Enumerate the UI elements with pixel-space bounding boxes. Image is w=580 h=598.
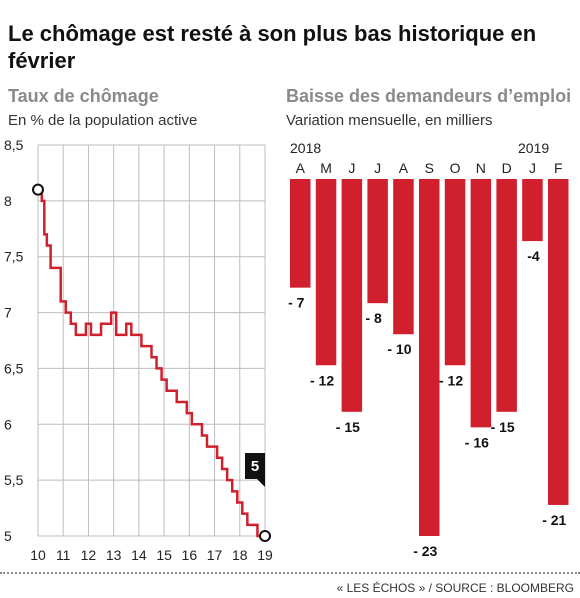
- month-label: A: [296, 160, 306, 176]
- bar-value-label: - 21: [542, 512, 566, 528]
- month-label: S: [425, 160, 434, 176]
- month-label: J: [348, 160, 355, 176]
- bar: [341, 179, 363, 412]
- line-chart-title: Taux de chômage: [8, 86, 159, 106]
- bar: [548, 179, 569, 505]
- bar: [367, 179, 388, 304]
- month-label: O: [450, 160, 461, 176]
- start-point-marker: [32, 183, 44, 196]
- bar-value-label: - 23: [413, 543, 437, 559]
- bar-value-label: -4: [527, 248, 540, 264]
- callout-badge: [245, 453, 265, 487]
- x-tick-label: 19: [257, 547, 273, 563]
- x-tick-label: 13: [106, 547, 122, 563]
- footer-divider: [0, 572, 580, 574]
- year-label-2018: 2018: [290, 140, 321, 156]
- bar-value-label: - 15: [336, 419, 360, 435]
- x-tick-label: 18: [232, 547, 248, 563]
- bar: [444, 179, 466, 366]
- month-label: M: [320, 160, 332, 176]
- bar: [496, 179, 517, 412]
- bar-value-label: - 12: [439, 372, 463, 388]
- x-tick-label: 16: [182, 547, 198, 563]
- bar-value-label: - 8: [365, 310, 382, 326]
- y-tick-label: 7: [4, 305, 12, 321]
- bar: [393, 179, 414, 335]
- y-tick-label: 6,5: [4, 360, 24, 376]
- bar-value-label: - 15: [491, 419, 515, 435]
- month-label: J: [529, 160, 536, 176]
- y-tick-label: 7,5: [4, 249, 24, 265]
- bar-chart-title: Baisse des demandeurs d’emploi: [286, 86, 572, 106]
- x-tick-label: 12: [81, 547, 97, 563]
- bar: [290, 179, 311, 288]
- month-label: J: [374, 160, 381, 176]
- month-label: A: [399, 160, 409, 176]
- x-tick-label: 11: [56, 547, 71, 563]
- x-tick-label: 14: [131, 547, 147, 563]
- bar: [470, 179, 492, 428]
- x-tick-label: 10: [30, 547, 46, 563]
- month-label: F: [554, 160, 563, 176]
- callout-label: 5: [251, 458, 259, 475]
- chart-title: Le chômage est resté à son plus bas hist…: [8, 21, 537, 73]
- y-tick-label: 8,5: [4, 137, 24, 153]
- bar-value-label: - 16: [465, 434, 489, 450]
- y-tick-label: 5,5: [4, 472, 24, 488]
- y-tick-label: 6: [4, 416, 12, 432]
- bar-value-label: - 7: [288, 295, 305, 311]
- month-label: N: [476, 160, 486, 176]
- bar: [315, 179, 337, 366]
- bar: [522, 179, 543, 242]
- end-point-marker: [259, 530, 271, 542]
- year-label-2019: 2019: [518, 140, 549, 156]
- bar: [419, 179, 440, 536]
- y-tick-label: 8: [4, 193, 12, 209]
- unemployment-line: [38, 188, 265, 538]
- y-tick-label: 5: [4, 528, 12, 544]
- bar-value-label: - 12: [310, 372, 334, 388]
- bar-chart-subtitle: Variation mensuelle, en milliers: [286, 112, 493, 129]
- source-credit: « LES ÉCHOS » / SOURCE : BLOOMBERG: [336, 581, 574, 595]
- bar-value-label: - 10: [387, 341, 411, 357]
- x-tick-label: 17: [207, 547, 223, 563]
- line-chart-subtitle: En % de la population active: [8, 112, 198, 129]
- month-label: D: [502, 160, 512, 176]
- x-tick-label: 15: [156, 547, 172, 563]
